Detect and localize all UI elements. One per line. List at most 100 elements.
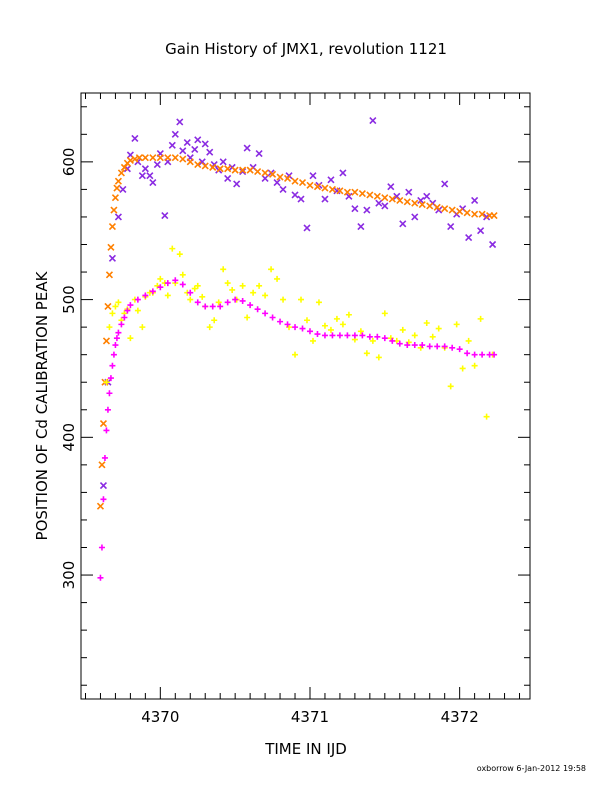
series-0-point-18 xyxy=(171,130,179,138)
y-tick-label-2: 500 xyxy=(60,285,78,314)
series-0-point-11 xyxy=(146,172,154,180)
series-2-point-54 xyxy=(345,311,352,318)
series-0-point-76 xyxy=(489,240,497,249)
series-1-point-44 xyxy=(328,185,337,193)
series-3-point-50 xyxy=(381,335,388,342)
series-3-point-3 xyxy=(101,454,108,461)
series-0-point-2 xyxy=(108,254,116,262)
series-3-point-56 xyxy=(426,343,433,350)
series-3-point-38 xyxy=(292,324,299,331)
series-1-point-9 xyxy=(110,206,118,214)
series-0-point-38 xyxy=(261,174,269,182)
series-2-point-8 xyxy=(127,335,134,342)
series-1-point-40 xyxy=(298,178,307,187)
series-2-point-51 xyxy=(327,326,334,333)
series-3-point-4 xyxy=(103,427,110,434)
series-3-point-31 xyxy=(239,297,246,304)
series-3-point-0 xyxy=(97,574,104,581)
series-2-point-46 xyxy=(298,296,305,303)
series-0-point-13 xyxy=(153,161,161,169)
axis-ticks xyxy=(81,93,530,699)
series-2-point-21 xyxy=(176,251,183,258)
series-layer xyxy=(96,116,498,581)
series-3-point-20 xyxy=(157,284,164,291)
series-0-point-20 xyxy=(179,147,187,155)
series-3-point-63 xyxy=(479,351,486,358)
series-1-point-13 xyxy=(117,169,125,177)
series-0-point-9 xyxy=(138,172,146,180)
series-0-point-69 xyxy=(447,223,455,231)
series-1-point-4 xyxy=(102,337,111,345)
series-2-point-72 xyxy=(453,321,460,328)
series-3-point-21 xyxy=(164,280,171,287)
series-0-point-48 xyxy=(321,195,329,203)
series-0-point-7 xyxy=(131,134,139,143)
series-3-point-53 xyxy=(404,342,411,349)
series-2 xyxy=(103,245,496,420)
series-3-point-41 xyxy=(314,331,321,338)
series-1-point-0 xyxy=(96,502,105,510)
series-3-point-60 xyxy=(456,346,463,353)
series-3-point-18 xyxy=(142,292,149,299)
series-3-point-23 xyxy=(179,281,186,288)
series-0-point-27 xyxy=(206,148,214,156)
series-2-point-30 xyxy=(211,317,218,324)
series-2-point-36 xyxy=(239,282,246,289)
series-3-point-35 xyxy=(269,314,276,321)
series-2-point-73 xyxy=(459,365,466,372)
series-3-point-32 xyxy=(247,302,254,309)
series-0-point-60 xyxy=(393,192,401,200)
series-2-point-11 xyxy=(139,324,146,331)
footer-stamp: oxborrow 6-Jan-2012 19:58 xyxy=(477,764,586,773)
series-3-point-37 xyxy=(284,321,291,328)
series-0-point-12 xyxy=(149,178,157,187)
series-2-point-40 xyxy=(262,292,269,299)
series-3-point-61 xyxy=(464,350,471,357)
series-2-point-10 xyxy=(134,307,141,314)
series-0-point-26 xyxy=(201,140,209,148)
series-1-point-60 xyxy=(448,206,456,214)
series-2-point-45 xyxy=(292,351,299,358)
series-1-point-59 xyxy=(441,205,449,213)
series-1-point-24 xyxy=(179,155,187,163)
series-1-point-5 xyxy=(104,302,112,311)
series-3-point-16 xyxy=(127,302,134,309)
series-1-point-41 xyxy=(306,181,314,189)
series-1-point-19 xyxy=(141,154,149,162)
series-3-point-47 xyxy=(359,332,366,339)
series-3-point-28 xyxy=(217,303,224,310)
series-0-point-53 xyxy=(351,205,359,213)
series-2-point-58 xyxy=(369,337,376,344)
series-3-point-59 xyxy=(449,344,456,351)
series-1-point-18 xyxy=(135,154,143,162)
series-2-point-0 xyxy=(103,379,110,386)
series-2-point-39 xyxy=(256,282,263,289)
series-2-point-31 xyxy=(215,299,222,306)
y-tick-label-0: 300 xyxy=(60,561,78,590)
series-1-point-11 xyxy=(113,184,121,192)
series-3-point-55 xyxy=(419,342,426,349)
series-0-point-40 xyxy=(273,178,281,187)
series-0-point-34 xyxy=(239,167,247,176)
series-1-point-55 xyxy=(411,199,419,207)
series-0-point-56 xyxy=(369,116,377,125)
series-1-point-57 xyxy=(426,202,434,210)
series-3-point-2 xyxy=(100,496,107,503)
series-2-point-52 xyxy=(333,315,340,322)
series-1-point-2 xyxy=(99,419,108,428)
series-3-point-29 xyxy=(224,299,231,306)
series-2-point-43 xyxy=(280,296,287,303)
series-1-point-33 xyxy=(246,166,254,174)
y-axis-label: POSITION OF Cd CALIBRATION PEAK xyxy=(33,270,51,540)
series-2-point-65 xyxy=(411,332,418,339)
series-2-point-27 xyxy=(199,293,206,300)
series-2-point-33 xyxy=(224,280,231,287)
series-1-point-53 xyxy=(396,196,404,204)
series-3-point-26 xyxy=(202,303,209,310)
series-3-point-12 xyxy=(115,329,122,336)
series-3-point-52 xyxy=(396,340,403,347)
series-3-point-15 xyxy=(124,307,131,314)
y-tick-label-3: 600 xyxy=(60,148,78,177)
series-0-point-63 xyxy=(411,213,419,221)
series-3-point-6 xyxy=(106,390,113,397)
